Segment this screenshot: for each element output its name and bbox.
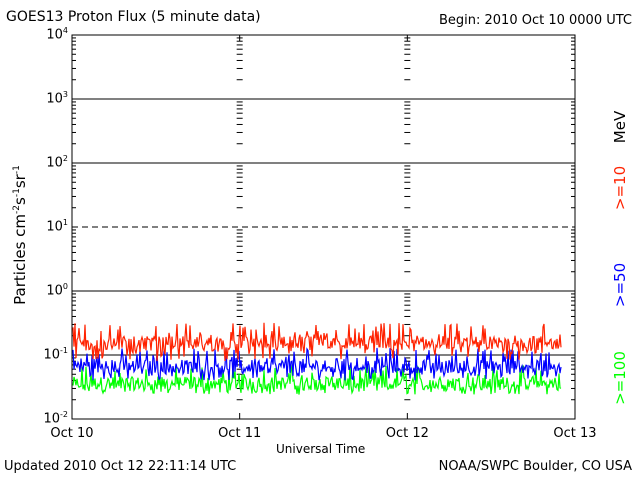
y-tick-label: 100 <box>46 282 68 299</box>
x-ticks <box>239 35 408 419</box>
x-tick-label: Oct 13 <box>553 426 597 441</box>
series-line-ge100 <box>72 364 562 395</box>
updated-time: Updated 2010 Oct 12 22:11:14 UTC <box>4 459 237 474</box>
x-axis-label: Universal Time <box>276 442 366 456</box>
x-tick-label: Oct 12 <box>385 426 429 441</box>
series-line-ge10 <box>72 322 562 362</box>
y-tick-label: 103 <box>46 90 68 107</box>
plot-frame <box>71 34 576 420</box>
legend-label-ge100: >=100 <box>611 351 629 405</box>
legend-label-ge50: >=50 <box>611 262 629 308</box>
series-line-ge50 <box>72 347 562 381</box>
begin-time: Begin: 2010 Oct 10 0000 UTC <box>438 13 632 28</box>
chart-title: GOES13 Proton Flux (5 minute data) <box>6 9 261 25</box>
legend-label-ge10: >=10 <box>611 165 629 211</box>
x-tick-label: Oct 11 <box>218 426 262 441</box>
y-tick-label: 104 <box>46 26 68 43</box>
y-tick-label: 10-1 <box>43 346 68 363</box>
y-axis-label: Particles cm-2s-1sr-1 <box>11 165 29 305</box>
x-tick-label: Oct 10 <box>50 426 94 441</box>
y-tick-label: 10-2 <box>43 410 68 427</box>
y-tick-label: 102 <box>46 154 68 171</box>
series-group <box>72 322 562 395</box>
y-tick-label: 101 <box>46 218 68 235</box>
energy-unit-label: MeV <box>611 110 629 144</box>
credit: NOAA/SWPC Boulder, CO USA <box>438 459 632 474</box>
